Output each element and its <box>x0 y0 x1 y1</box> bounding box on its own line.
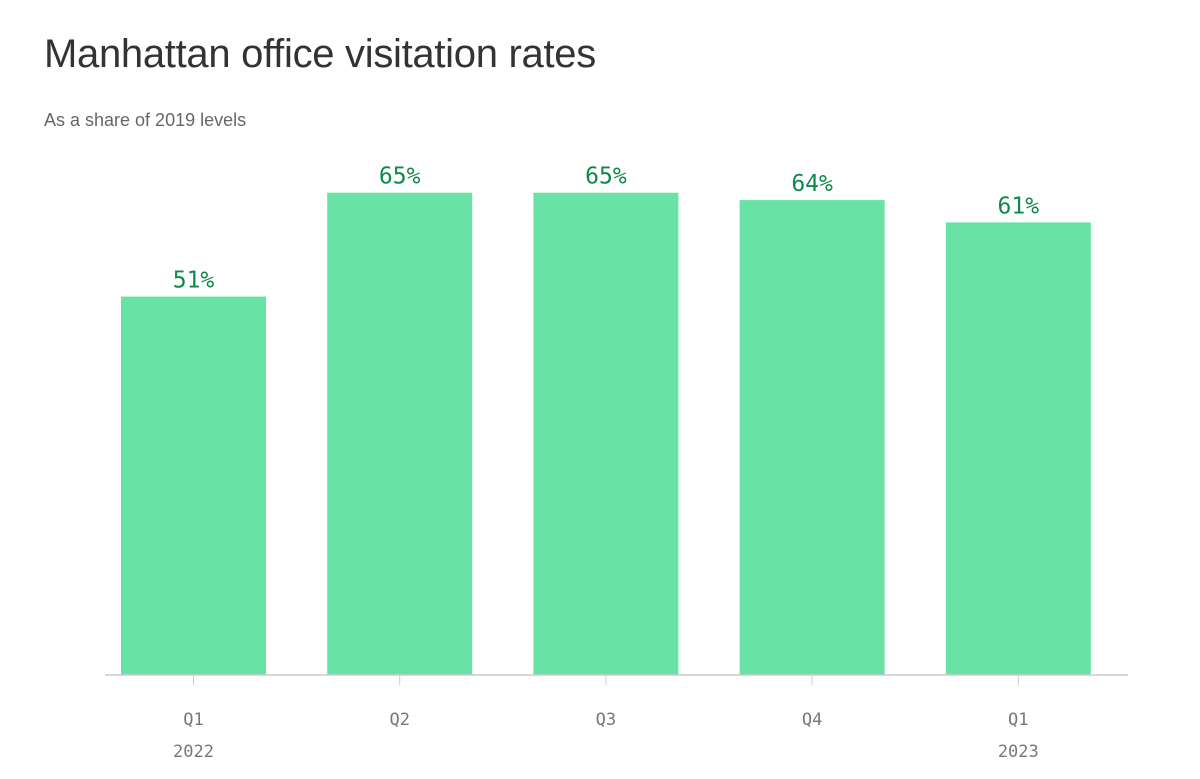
x-year-label-1: 2022 <box>173 742 214 762</box>
x-axis: Q1 2022 Q2 Q3 Q4 Q1 2023 <box>105 674 1128 762</box>
x-year-label-5: 2023 <box>998 742 1039 762</box>
bars-group <box>121 192 1091 675</box>
data-label-2: 65% <box>379 164 421 190</box>
bar-3 <box>533 192 679 675</box>
bar-4 <box>739 200 885 675</box>
bar-2 <box>327 192 473 675</box>
data-label-4: 64% <box>791 171 833 197</box>
bar-5 <box>945 222 1091 675</box>
chart-subtitle: As a share of 2019 levels <box>44 110 247 130</box>
x-tick-label-1: Q1 <box>183 710 203 730</box>
x-tick-label-5: Q1 <box>1008 710 1028 730</box>
data-label-3: 65% <box>585 164 627 190</box>
data-labels-group: 51% 65% 65% 64% 61% <box>173 164 1039 294</box>
x-tick-label-2: Q2 <box>389 710 409 730</box>
chart-title: Manhattan office visitation rates <box>44 32 596 76</box>
bar-1 <box>121 296 266 675</box>
data-label-5: 61% <box>998 193 1040 219</box>
x-tick-label-4: Q4 <box>802 710 822 730</box>
data-label-1: 51% <box>173 268 215 294</box>
x-tick-label-3: Q3 <box>596 710 616 730</box>
